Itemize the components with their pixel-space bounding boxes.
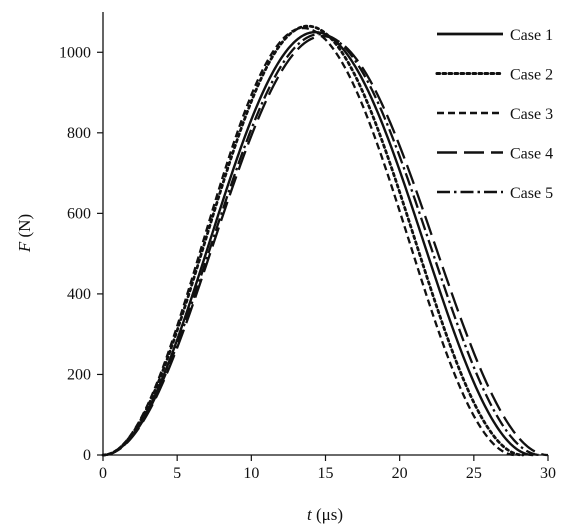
- legend-label-case-2: Case 2: [510, 67, 553, 84]
- x-tick-label: 20: [392, 465, 408, 482]
- x-ticks: 0 5 10 15 20 25 30: [99, 455, 556, 482]
- legend-label-case-4: Case 4: [510, 146, 553, 163]
- legend-label-case-1: Case 1: [510, 27, 553, 44]
- series-layer: [103, 26, 548, 455]
- series-line-case-4: [103, 36, 548, 455]
- legend-label-case-3: Case 3: [510, 106, 553, 123]
- x-tick-label: 25: [466, 465, 482, 482]
- y-tick-label: 200: [67, 366, 91, 383]
- x-tick-label: 10: [243, 465, 259, 482]
- x-tick-label: 15: [318, 465, 334, 482]
- y-tick-label: 800: [67, 125, 91, 142]
- y-tick-label: 600: [67, 205, 91, 222]
- legend: Case 1 Case 2 Case 3 Case 4 Case 5: [437, 27, 553, 202]
- axes-layer: [103, 12, 548, 455]
- x-axis-title: t (μs): [307, 505, 343, 524]
- y-tick-label: 1000: [59, 44, 91, 61]
- x-tick-label: 30: [540, 465, 556, 482]
- legend-label-case-5: Case 5: [510, 185, 553, 202]
- series-line-case-5: [103, 34, 541, 455]
- y-tick-label: 400: [67, 286, 91, 303]
- x-tick-label: 0: [99, 465, 107, 482]
- y-axis-variable: F: [15, 241, 34, 253]
- series-line-case-3: [103, 28, 515, 455]
- y-tick-label: 0: [83, 447, 91, 464]
- x-tick-label: 5: [173, 465, 181, 482]
- y-axis-unit: (N): [15, 214, 34, 242]
- y-axis-title: F (N): [15, 214, 34, 253]
- x-axis-unit: (μs): [312, 505, 343, 524]
- y-ticks: 0 200 400 600 800 1000: [59, 44, 103, 464]
- series-line-case-2: [103, 26, 523, 455]
